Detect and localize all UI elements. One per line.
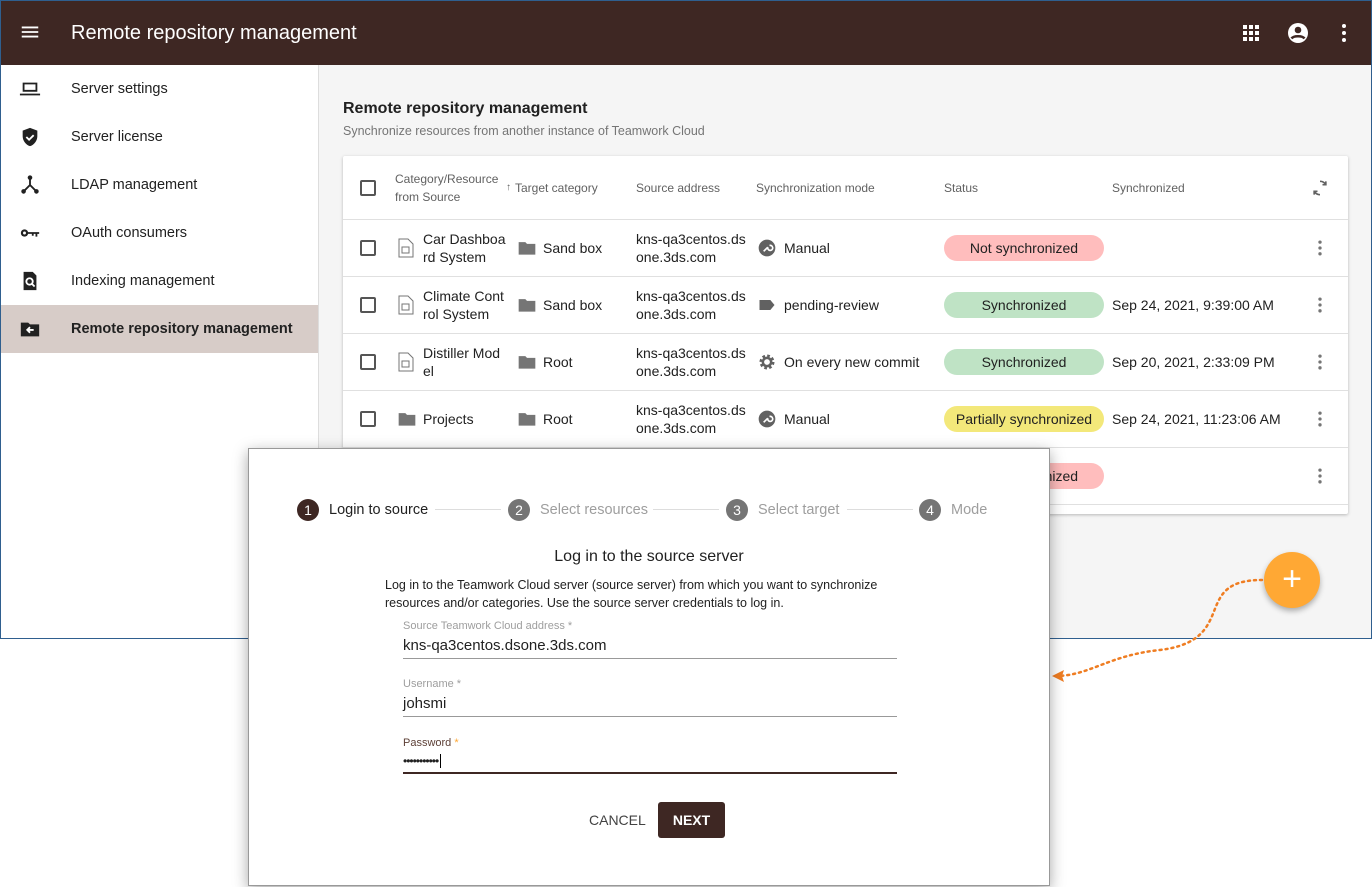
callout-arrow (1052, 578, 1264, 682)
sidebar-item-indexing-management[interactable]: Indexing management (1, 257, 318, 305)
model-file-icon (398, 295, 414, 315)
step-4: 4 Mode (919, 499, 987, 521)
key-icon (20, 229, 40, 237)
status-badge: Synchronized (944, 349, 1104, 375)
table-row[interactable]: Projects Root kns-qa3centos.ds one.3ds.com… (343, 391, 1348, 448)
model-file-icon (398, 352, 414, 372)
laptop-icon (19, 82, 41, 96)
synchronized-date: Sep 24, 2021, 9:39:00 AM (1112, 297, 1274, 313)
sidebar-item-remote-repository-management[interactable]: Remote repository management (1, 305, 318, 353)
column-header-synchronized[interactable]: Synchronized (1112, 180, 1185, 195)
status-badge: Not synchronized (944, 235, 1104, 261)
sync-mode: On every new commit (784, 354, 920, 370)
row-checkbox[interactable] (360, 354, 376, 370)
step-1: 1 Login to source (297, 499, 428, 521)
status-badge: Partially synchronized (944, 406, 1104, 432)
cancel-button[interactable]: CANCEL (589, 812, 646, 828)
folder-icon (518, 299, 536, 312)
page-subtitle: Synchronize resources from another insta… (343, 124, 705, 138)
row-more-icon[interactable] (1310, 295, 1330, 315)
apps-grid-icon[interactable] (1239, 21, 1263, 45)
folder-icon (518, 242, 536, 255)
sidebar-item-server-license[interactable]: Server license (1, 113, 318, 161)
app-title: Remote repository management (71, 21, 357, 44)
column-header-resource[interactable]: Category/Resource from Source (395, 171, 499, 204)
sync-wizard-dialog: 1 Login to source 2 Select resources 3 Sele… (248, 448, 1050, 886)
account-circle-icon[interactable] (1286, 21, 1310, 45)
shield-check-icon (22, 127, 38, 147)
table-row[interactable]: Climate Cont rol System Sand box kns-qa3ce… (343, 277, 1348, 334)
add-button[interactable]: + (1264, 552, 1320, 608)
source-address: kns-qa3centos.ds one.3ds.com (636, 345, 746, 379)
target-category: Sand box (543, 240, 603, 256)
select-all-checkbox[interactable] (360, 179, 376, 196)
wrench-icon (758, 239, 776, 257)
sync-mode: Manual (784, 240, 830, 256)
row-more-icon[interactable] (1310, 466, 1330, 486)
source-address: kns-qa3centos.ds one.3ds.com (636, 231, 746, 265)
username-field[interactable]: Username * johsmi (403, 678, 897, 717)
source-address-field[interactable]: Source Teamwork Cloud address * kns-qa3ce… (403, 620, 897, 659)
step-2: 2 Select resources (508, 499, 648, 521)
sync-mode: Manual (784, 411, 830, 427)
target-category: Sand box (543, 297, 603, 313)
row-checkbox[interactable] (360, 411, 376, 427)
resource-name[interactable]: Projects (423, 411, 474, 427)
hierarchy-icon (21, 175, 39, 194)
sidebar-item-ldap-management[interactable]: LDAP management (1, 161, 318, 209)
row-more-icon[interactable] (1310, 238, 1330, 258)
table-header: Category/Resource from Source ↑ Target c… (343, 156, 1348, 220)
source-address: kns-qa3centos.ds one.3ds.com (636, 288, 746, 322)
password-field[interactable]: Password * ••••••••••• (403, 737, 897, 774)
gear-icon (759, 354, 775, 370)
resource-name[interactable]: Climate Cont rol System (423, 288, 504, 322)
dialog-title: Log in to the source server (554, 548, 744, 565)
tag-icon (759, 300, 775, 310)
sort-arrow-icon[interactable]: ↑ (506, 181, 511, 193)
page-title: Remote repository management (343, 100, 588, 117)
target-category: Root (543, 354, 573, 370)
column-header-status[interactable]: Status (944, 180, 979, 195)
row-more-icon[interactable] (1310, 409, 1330, 429)
step-3: 3 Select target (726, 499, 839, 521)
wrench-icon (758, 410, 776, 428)
table-row[interactable]: Car Dashboa rd System Sand box kns-qa3cent… (343, 220, 1348, 277)
row-checkbox[interactable] (360, 240, 376, 256)
model-file-icon (398, 238, 414, 258)
folder-import-icon (20, 322, 40, 337)
target-category: Root (543, 411, 573, 427)
sidebar-item-server-settings[interactable]: Server settings (1, 65, 318, 113)
dialog-description: Log in to the Teamwork Cloud server (sou… (385, 578, 878, 610)
synchronized-date: Sep 20, 2021, 2:33:09 PM (1112, 354, 1275, 370)
sync-mode: pending-review (784, 297, 879, 313)
table-row[interactable]: Distiller Mod el Root kns-qa3centos.ds one… (343, 334, 1348, 391)
refresh-icon[interactable] (1310, 178, 1330, 198)
folder-icon (398, 413, 416, 426)
folder-icon (518, 356, 536, 369)
sidebar-item-oauth-consumers[interactable]: OAuth consumers (1, 209, 318, 257)
synchronized-date: Sep 24, 2021, 11:23:06 AM (1112, 411, 1281, 427)
more-vert-icon[interactable] (1332, 21, 1356, 45)
top-app-bar: Remote repository management (1, 1, 1371, 65)
row-checkbox[interactable] (360, 297, 376, 313)
app-window: Remote repository management Server sett… (0, 0, 1372, 639)
next-button[interactable]: NEXT (658, 802, 725, 838)
resource-name[interactable]: Car Dashboa rd System (423, 231, 506, 265)
file-search-icon (23, 271, 37, 291)
row-more-icon[interactable] (1310, 352, 1330, 372)
status-badge: Synchronized (944, 292, 1104, 318)
folder-icon (518, 413, 536, 426)
source-address: kns-qa3centos.ds one.3ds.com (636, 402, 746, 436)
menu-icon[interactable] (19, 21, 41, 43)
column-header-mode[interactable]: Synchronization mode (756, 180, 875, 195)
resource-name[interactable]: Distiller Mod el (423, 345, 501, 379)
column-header-target[interactable]: Target category (515, 180, 598, 195)
column-header-source[interactable]: Source address (636, 180, 721, 195)
